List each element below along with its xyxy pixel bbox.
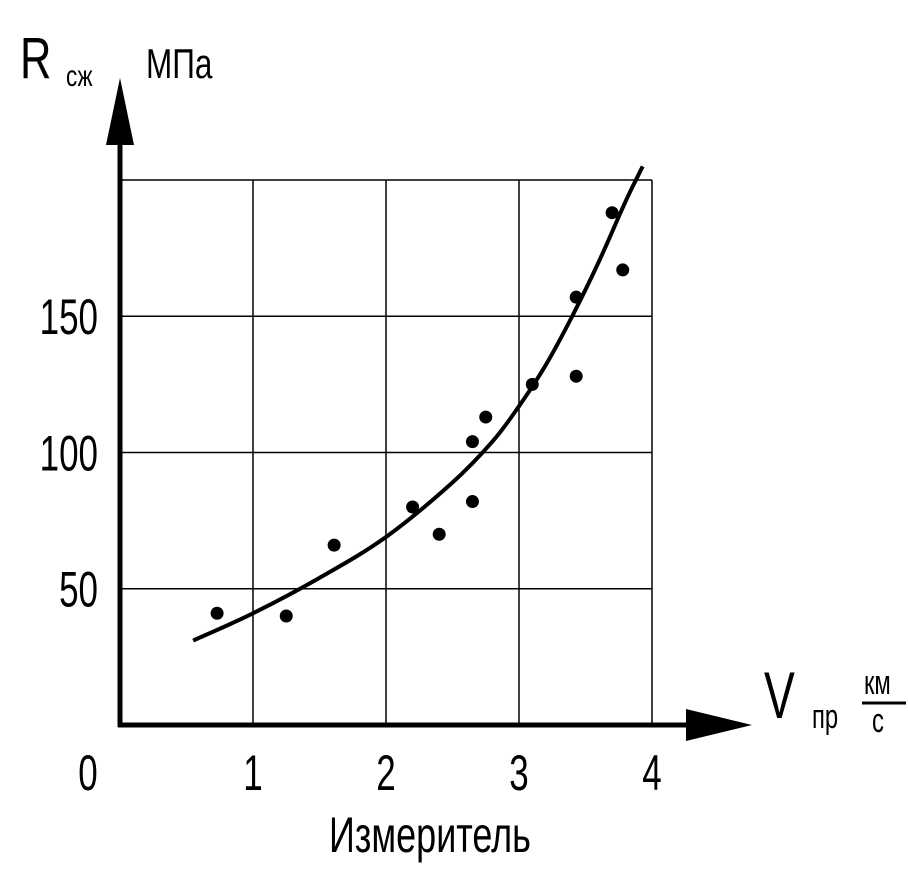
data-point-4 xyxy=(406,500,420,514)
x-axis-unit-numerator: км xyxy=(864,664,891,702)
y-axis-symbol: R xyxy=(20,26,51,90)
y-tick-label-50: 50 xyxy=(59,563,98,619)
x-axis-arrow xyxy=(686,709,752,741)
grid xyxy=(120,179,653,725)
y-axis-unit: МПа xyxy=(146,40,213,88)
data-point-5 xyxy=(432,527,446,541)
x-axis-label: Измеритель xyxy=(329,808,531,863)
y-axis-title: R сж МПа xyxy=(20,26,213,93)
y-axis-arrow xyxy=(106,78,134,145)
x-axis-title: V пр км с xyxy=(764,659,906,740)
data-point-6 xyxy=(465,495,479,509)
data-point-13 xyxy=(616,263,630,277)
data-point-12 xyxy=(605,206,619,220)
data-points xyxy=(210,206,630,623)
data-point-1 xyxy=(210,606,224,620)
data-point-10 xyxy=(569,369,583,383)
x-tick-label-3: 3 xyxy=(509,746,528,802)
x-axis-unit-denominator: с xyxy=(872,702,884,740)
axes xyxy=(106,78,752,741)
x-tick-label-4: 4 xyxy=(642,746,661,802)
data-point-8 xyxy=(479,410,493,424)
trend-curve-line xyxy=(192,165,645,643)
data-point-3 xyxy=(327,538,341,552)
x-tick-label-1: 1 xyxy=(243,746,262,802)
y-tick-label-150: 150 xyxy=(40,290,98,346)
data-point-2 xyxy=(279,609,293,623)
data-point-9 xyxy=(525,377,539,391)
trend-curve xyxy=(192,165,645,643)
y-axis-subscript: сж xyxy=(66,59,93,93)
origin-label: 0 xyxy=(78,746,97,802)
data-point-11 xyxy=(569,290,583,304)
x-tick-label-2: 2 xyxy=(376,746,395,802)
x-axis-subscript: пр xyxy=(812,698,838,736)
data-point-7 xyxy=(465,435,479,449)
y-tick-label-100: 100 xyxy=(40,426,98,482)
tick-labels: 1 2 3 4 50 100 150 xyxy=(40,290,662,801)
x-axis-symbol: V xyxy=(764,659,795,733)
